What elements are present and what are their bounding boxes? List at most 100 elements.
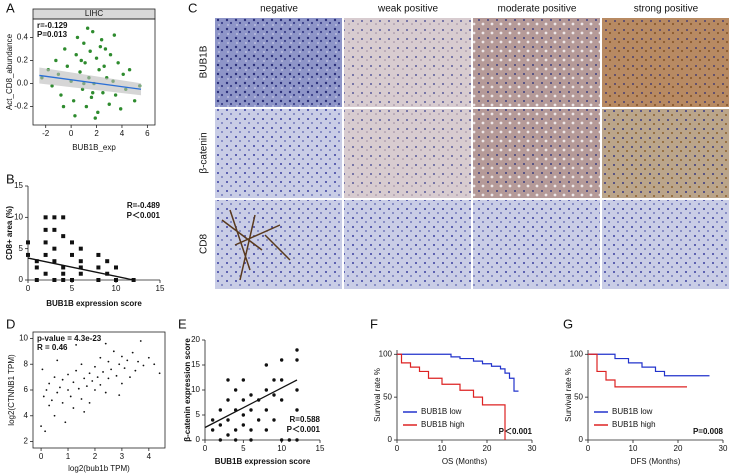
- y-axis-label: Survival rate %: [373, 368, 382, 422]
- point: [158, 372, 161, 375]
- point: [98, 44, 103, 49]
- y-axis-label: β-catenin expression score: [183, 338, 192, 442]
- point: [61, 215, 66, 220]
- row-label: CD8: [199, 234, 210, 254]
- point: [114, 278, 118, 282]
- y-tick-label: 50: [383, 392, 392, 401]
- point: [256, 418, 261, 422]
- point: [279, 438, 284, 442]
- point: [52, 227, 57, 232]
- y-tick-label: 20: [191, 335, 200, 344]
- point: [43, 240, 48, 245]
- point: [82, 41, 86, 45]
- point: [99, 38, 104, 42]
- x-axis-label: BUB1B expression score: [46, 299, 142, 308]
- point: [45, 389, 48, 391]
- point: [52, 259, 57, 264]
- axis-lines: [27, 186, 160, 281]
- point: [70, 278, 74, 282]
- point: [75, 343, 78, 346]
- point: [70, 240, 74, 245]
- point: [43, 215, 48, 220]
- point: [226, 378, 230, 382]
- point: [79, 58, 83, 63]
- point: [264, 388, 269, 392]
- micrograph: [602, 109, 729, 198]
- column-header: strong positive: [634, 4, 699, 15]
- point: [249, 408, 253, 412]
- point: [97, 67, 101, 72]
- point: [83, 377, 86, 380]
- point: [210, 428, 215, 432]
- micrograph: [215, 109, 342, 198]
- point: [120, 355, 123, 358]
- point: [48, 404, 51, 407]
- point: [43, 227, 48, 232]
- point: [83, 61, 87, 65]
- panel-label: A: [6, 0, 15, 15]
- point: [110, 368, 113, 371]
- point: [264, 363, 269, 367]
- point: [126, 359, 129, 362]
- point: [102, 371, 104, 373]
- point: [94, 365, 96, 368]
- point: [96, 110, 100, 115]
- point: [103, 47, 108, 51]
- point: [88, 49, 92, 53]
- point: [116, 61, 120, 65]
- x-tick-label: 0: [586, 444, 591, 453]
- panel-label: D: [6, 316, 15, 331]
- point: [147, 356, 150, 359]
- point: [131, 351, 134, 354]
- point: [34, 278, 39, 282]
- point: [59, 93, 63, 97]
- column-header: moderate positive: [498, 4, 577, 15]
- point: [105, 271, 110, 276]
- row-label: β-catenin: [199, 132, 210, 173]
- point: [129, 376, 131, 379]
- point: [218, 438, 223, 442]
- point: [61, 104, 66, 109]
- point: [34, 259, 39, 264]
- micrograph: [215, 200, 342, 289]
- y-tick-label: 5: [196, 410, 201, 419]
- point: [137, 360, 139, 363]
- column-header: weak positive: [377, 4, 438, 15]
- point: [123, 367, 126, 369]
- legend-label: BUB1B high: [421, 420, 465, 429]
- x-tick-label: 0: [69, 129, 74, 138]
- x-tick-label: 0: [395, 444, 400, 453]
- point: [91, 91, 95, 95]
- x-tick-label: 10: [438, 444, 447, 453]
- stain-streaks: [221, 209, 291, 281]
- x-tick-label: 3: [120, 452, 125, 461]
- point: [127, 67, 132, 72]
- point: [48, 382, 51, 385]
- x-axis-label: BUB1B_exp: [72, 143, 116, 152]
- point: [226, 398, 230, 402]
- survival-curve: [397, 353, 519, 392]
- point: [43, 271, 48, 276]
- point: [295, 358, 299, 362]
- x-tick-label: 5: [241, 444, 246, 453]
- x-tick-label: 10: [112, 284, 121, 293]
- y-tick-label: 8: [24, 359, 29, 368]
- point: [72, 407, 75, 409]
- point: [210, 418, 215, 422]
- point: [54, 58, 58, 63]
- point: [89, 95, 94, 100]
- point: [91, 29, 95, 34]
- row-label: BUB1B: [199, 45, 210, 78]
- micrograph: [215, 18, 342, 107]
- x-tick-label: 4: [120, 129, 125, 138]
- y-tick-label: 50: [574, 392, 583, 401]
- point: [226, 418, 230, 422]
- micrograph: [344, 18, 471, 107]
- column-header: negative: [260, 4, 298, 15]
- x-tick-label: 30: [528, 444, 537, 453]
- point: [264, 408, 269, 412]
- micrograph: [344, 109, 471, 198]
- y-tick-label: 0: [196, 435, 201, 444]
- point: [67, 373, 69, 376]
